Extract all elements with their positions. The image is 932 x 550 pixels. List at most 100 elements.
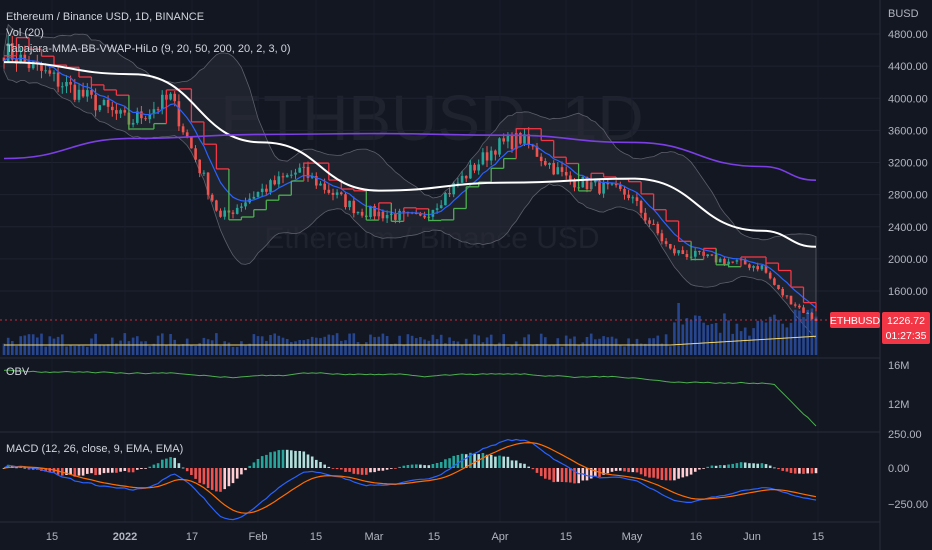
volume-bar <box>202 337 206 355</box>
volume-bar <box>223 341 226 355</box>
candle-body <box>710 254 714 256</box>
candle-body <box>131 122 135 125</box>
volume-bar <box>639 343 643 355</box>
candle-body <box>802 307 805 313</box>
candle-body <box>119 110 122 114</box>
macd-histogram-bar <box>277 450 281 468</box>
macd-histogram-bar <box>552 468 555 483</box>
macd-histogram-bar <box>210 468 214 490</box>
candle-body <box>277 176 281 185</box>
volume-bar <box>244 345 247 355</box>
volume-bar <box>731 333 734 355</box>
candle-body <box>760 265 764 270</box>
candle-body <box>535 146 539 157</box>
volume-bar <box>689 320 693 355</box>
candle-body <box>394 213 397 220</box>
macd-histogram-bar <box>81 468 85 476</box>
macd-histogram-bar <box>131 468 135 473</box>
candle-body <box>252 196 256 199</box>
candlesticks[interactable] <box>2 35 818 321</box>
volume-bar <box>419 337 422 355</box>
volume-bar <box>356 342 360 355</box>
macd-histogram-bar <box>514 460 518 468</box>
macd-histogram-bar <box>402 465 406 468</box>
volume-indicator-label[interactable]: Vol (20) <box>6 27 44 39</box>
volume-bar <box>773 314 776 355</box>
volume-bar <box>394 343 397 355</box>
volume-bar <box>231 346 235 355</box>
volume-bar <box>631 343 635 355</box>
volume-bar <box>748 335 751 355</box>
macd-line <box>3 438 817 521</box>
candle-body <box>602 182 605 194</box>
volume-bar <box>806 309 809 355</box>
volume-bar <box>111 337 114 355</box>
macd-histogram-bar <box>302 451 306 468</box>
candle-body <box>340 192 343 195</box>
macd-histogram-bar <box>735 463 739 468</box>
macd-histogram-bar <box>23 467 27 469</box>
volume-bar <box>44 346 47 355</box>
indicator-lines <box>3 36 817 312</box>
macd-histogram-bar <box>669 468 672 481</box>
macd-histogram-bar <box>544 468 547 479</box>
candle-body <box>631 197 635 199</box>
macd-histogram-bar <box>702 468 705 469</box>
volume-bar <box>706 325 709 355</box>
volume-bar <box>652 338 655 355</box>
volume-bar <box>523 337 526 355</box>
macd-histogram-bar <box>98 468 102 475</box>
macd-histogram-bar <box>610 468 614 472</box>
macd-indicator-label[interactable]: MACD (12, 26, close, 9, EMA, EMA) <box>6 443 183 455</box>
sma50-line <box>3 61 817 248</box>
chart-title[interactable]: Ethereum / Binance USD, 1D, BINANCE <box>6 11 204 23</box>
volume-bar <box>435 339 439 355</box>
price-axis[interactable]: 4800.00 4400.00 4000.00 3600.00 3200.00 2800.… <box>888 29 928 298</box>
volume-bar <box>514 341 518 355</box>
volume-bar <box>606 337 610 355</box>
sma200-line <box>3 132 817 181</box>
macd-histogram-bar <box>777 468 780 470</box>
time-axis[interactable]: 15 2022 17 Feb 15 Mar 15 Apr 15 May 16 Jun 15 <box>46 531 824 543</box>
macd-histogram-bar <box>360 468 364 475</box>
price-currency-label: BUSD <box>888 8 919 20</box>
candle-body <box>752 266 755 268</box>
macd-histogram-bar <box>814 468 818 474</box>
volume-bar <box>548 344 551 355</box>
time-axis-label: 15 <box>812 531 824 543</box>
candle-body <box>77 89 81 100</box>
macd-histogram-bar <box>123 468 127 471</box>
macd-histogram-bar <box>144 468 147 469</box>
candle-body <box>385 215 389 219</box>
volume-bar <box>86 346 89 355</box>
volume-bar <box>556 338 560 355</box>
volume-bar <box>402 345 406 355</box>
candle-body <box>194 148 197 160</box>
time-axis-label: 15 <box>310 531 322 543</box>
volume-bar <box>206 339 210 355</box>
obv-indicator-label[interactable]: OBV <box>6 366 30 378</box>
macd-histogram-bar <box>394 468 397 469</box>
macd-histogram-bar <box>223 468 226 490</box>
candle-body <box>198 159 201 174</box>
volume-bar <box>560 346 564 355</box>
candle-body <box>94 94 97 111</box>
candle-body <box>210 194 214 201</box>
volume-bar <box>544 337 547 355</box>
candle-body <box>423 215 426 218</box>
candle-body <box>735 260 739 262</box>
candle-body <box>569 175 572 180</box>
volume-bar <box>681 324 685 355</box>
indicator-axis-label: 16M <box>888 360 909 372</box>
macd-histogram-bar <box>240 468 243 475</box>
volume-bar <box>714 323 718 355</box>
macd-histogram-bar <box>198 468 201 483</box>
macd-histogram-bar <box>106 468 110 473</box>
candle-body <box>806 312 809 314</box>
volume-bar <box>48 336 52 355</box>
volume-bar <box>627 338 630 355</box>
candle-body <box>235 207 239 214</box>
tabajara-indicator-label[interactable]: Tabajara-MMA-BB-VWAP-HiLo (9, 20, 50, 20… <box>6 43 291 55</box>
candle-body <box>19 54 22 64</box>
